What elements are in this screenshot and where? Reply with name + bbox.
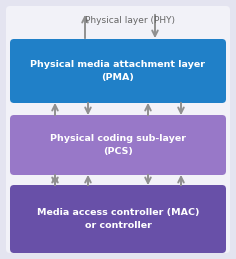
Text: Physical layer (PHY): Physical layer (PHY) <box>85 16 175 25</box>
Text: Physical coding sub-layer
(PCS): Physical coding sub-layer (PCS) <box>50 134 186 156</box>
FancyBboxPatch shape <box>10 39 226 103</box>
FancyBboxPatch shape <box>10 115 226 175</box>
FancyBboxPatch shape <box>6 6 230 253</box>
Text: Physical media attachment layer
(PMA): Physical media attachment layer (PMA) <box>30 60 206 82</box>
Text: Media access controller (MAC)
or controller: Media access controller (MAC) or control… <box>37 208 199 230</box>
FancyBboxPatch shape <box>10 185 226 253</box>
